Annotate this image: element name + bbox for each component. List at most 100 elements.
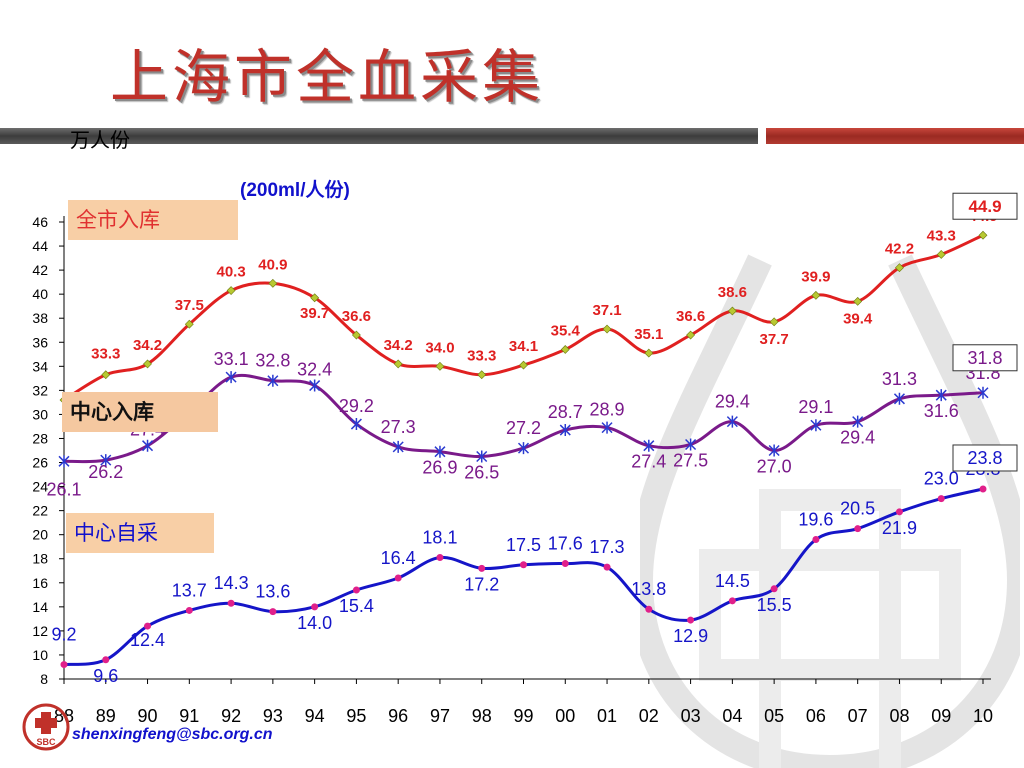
data-label: 12.4 <box>130 630 165 650</box>
data-point <box>144 622 152 630</box>
data-point <box>310 293 320 303</box>
data-point <box>101 370 111 380</box>
data-point <box>643 439 655 452</box>
data-point <box>687 616 695 624</box>
latest-value-box <box>952 444 1018 472</box>
legend-center-collection: 中心自采 <box>66 513 214 553</box>
x-tick-label: 99 <box>513 706 533 726</box>
data-label: 32.8 <box>255 351 290 371</box>
data-point <box>559 424 571 437</box>
data-point <box>560 345 570 354</box>
data-label: 40.9 <box>258 256 287 273</box>
data-point <box>937 495 945 503</box>
data-label: 29.1 <box>798 397 833 417</box>
x-tick-label: 98 <box>472 706 492 726</box>
y-tick-label: 18 <box>32 551 48 567</box>
data-label: 9.6 <box>93 666 118 686</box>
latest-value-box <box>952 192 1018 220</box>
data-label: 18.1 <box>422 528 457 548</box>
footer-email[interactable]: shenxingfeng@sbc.org.cn <box>72 726 273 743</box>
data-label: 15.4 <box>339 596 374 616</box>
x-tick-label: 96 <box>388 706 408 726</box>
data-label: 39.7 <box>300 305 329 322</box>
y-tick-label: 32 <box>32 382 48 398</box>
data-point <box>644 348 654 358</box>
data-label: 37.1 <box>592 302 621 319</box>
x-tick-label: 06 <box>806 706 826 726</box>
legend-center-storage: 中心入库 <box>62 392 218 432</box>
data-label: 9.2 <box>51 625 76 645</box>
data-label: 27.5 <box>673 450 708 470</box>
x-tick-label: 89 <box>96 706 116 726</box>
data-point <box>685 438 697 451</box>
data-label: 34.2 <box>133 337 162 354</box>
data-label: 38.6 <box>718 284 747 301</box>
y-tick-label: 42 <box>32 262 48 278</box>
data-label: 33.3 <box>91 346 120 363</box>
data-point <box>477 370 487 380</box>
data-point <box>435 361 445 371</box>
y-tick-label: 22 <box>32 503 48 519</box>
y-tick-label: 8 <box>40 671 48 687</box>
data-label: 32.4 <box>297 360 332 380</box>
data-point <box>770 585 778 593</box>
data-point <box>436 554 444 562</box>
latest-value-box <box>952 344 1018 372</box>
data-point <box>812 535 820 543</box>
x-tick-label: 95 <box>346 706 366 726</box>
data-point <box>935 389 947 402</box>
data-point <box>517 442 530 455</box>
data-point <box>476 450 488 463</box>
data-label: 20.5 <box>840 499 875 519</box>
data-label: 28.7 <box>548 402 583 422</box>
data-point <box>185 606 193 614</box>
data-point <box>350 418 362 431</box>
data-point <box>810 419 822 432</box>
data-point <box>311 603 319 611</box>
y-tick-label: 36 <box>32 334 48 350</box>
y-tick-label: 46 <box>32 214 48 230</box>
data-label: 34.2 <box>384 337 413 354</box>
y-tick-label: 10 <box>32 647 48 663</box>
data-point <box>854 525 862 533</box>
data-point <box>519 360 528 370</box>
data-label: 13.6 <box>255 582 290 602</box>
data-point <box>102 656 110 664</box>
x-tick-label: 08 <box>889 706 909 726</box>
data-point <box>602 324 612 334</box>
data-label: 42.2 <box>885 241 914 258</box>
data-label: 26.1 <box>46 479 81 499</box>
data-label: 29.4 <box>840 428 875 448</box>
data-point <box>309 379 321 392</box>
data-point <box>392 440 404 453</box>
data-point <box>227 599 235 607</box>
y-tick-label: 20 <box>32 527 48 543</box>
data-label: 40.3 <box>216 264 245 281</box>
data-label: 34.0 <box>425 339 454 356</box>
data-label: 13.8 <box>631 579 666 599</box>
y-tick-label: 44 <box>32 238 48 254</box>
data-point <box>603 563 611 571</box>
x-tick-label: 90 <box>138 706 158 726</box>
data-point <box>478 564 486 572</box>
data-label: 15.5 <box>757 595 792 615</box>
x-tick-label: 97 <box>430 706 450 726</box>
data-label: 27.3 <box>381 417 416 437</box>
data-label: 27.2 <box>506 418 541 438</box>
y-tick-label: 30 <box>32 406 48 422</box>
data-point <box>100 454 112 467</box>
data-point <box>352 586 360 594</box>
data-point <box>520 561 527 569</box>
x-tick-label: 92 <box>221 706 241 726</box>
x-tick-label: 91 <box>179 706 199 726</box>
data-point <box>142 439 154 452</box>
y-tick-label: 16 <box>32 575 48 591</box>
data-label: 36.6 <box>676 308 705 325</box>
data-point <box>686 330 696 340</box>
data-label: 19.6 <box>798 509 833 529</box>
data-point <box>853 296 863 306</box>
data-label: 27.4 <box>631 452 666 472</box>
data-point <box>267 374 279 387</box>
data-label: 33.1 <box>214 349 249 369</box>
